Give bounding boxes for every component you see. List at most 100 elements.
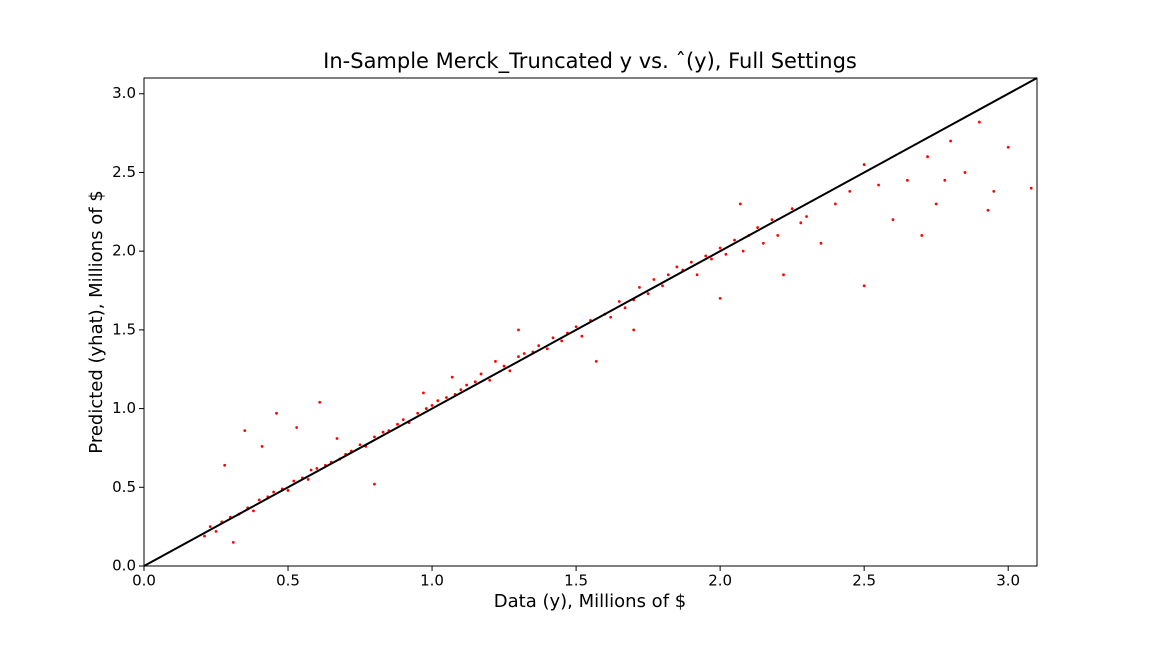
- point: [905, 178, 909, 182]
- point: [517, 328, 520, 332]
- point: [738, 202, 742, 206]
- x-tick-label: 0.0: [132, 572, 156, 590]
- point: [986, 208, 990, 212]
- point: [1006, 145, 1010, 149]
- point: [609, 315, 613, 319]
- point: [776, 234, 780, 237]
- point: [695, 273, 699, 277]
- point: [214, 529, 218, 533]
- point: [724, 252, 728, 256]
- y-tick-label: 2.0: [112, 242, 136, 260]
- point: [522, 352, 526, 355]
- point: [223, 463, 227, 467]
- point: [208, 525, 212, 529]
- point: [272, 490, 276, 494]
- point: [373, 482, 376, 486]
- plot-frame: [143, 77, 1038, 567]
- point: [638, 285, 641, 289]
- point: [306, 478, 310, 481]
- point: [733, 238, 736, 242]
- reference-line: [143, 77, 1038, 567]
- point: [551, 336, 555, 340]
- point: [203, 534, 206, 538]
- y-tick-label: 0.5: [112, 478, 136, 496]
- point: [646, 292, 650, 296]
- point: [623, 306, 627, 310]
- point: [799, 221, 803, 225]
- y-tick-label: 0.0: [112, 557, 136, 575]
- point: [286, 489, 290, 492]
- point: [358, 443, 362, 447]
- point: [560, 339, 564, 343]
- point: [416, 411, 420, 415]
- point: [494, 359, 497, 363]
- point: [819, 241, 823, 245]
- point: [675, 265, 679, 269]
- x-tick-label: 1.5: [564, 572, 588, 590]
- point: [1029, 186, 1033, 190]
- x-tick-label: 2.5: [852, 572, 876, 590]
- point: [231, 540, 235, 544]
- point: [502, 364, 506, 368]
- point: [537, 344, 541, 348]
- point: [508, 369, 512, 373]
- point: [963, 171, 967, 174]
- point: [594, 359, 598, 363]
- point: [445, 396, 448, 399]
- point: [488, 378, 492, 382]
- point: [309, 468, 313, 472]
- y-tick-label: 2.5: [112, 163, 136, 181]
- point: [381, 430, 385, 434]
- x-tick-label: 0.5: [276, 572, 300, 590]
- point: [465, 383, 469, 387]
- point: [401, 418, 405, 421]
- point: [243, 429, 247, 433]
- point: [652, 278, 656, 281]
- point: [479, 372, 483, 376]
- x-tick-label: 3.0: [996, 572, 1020, 590]
- point: [424, 407, 428, 410]
- y-tick-label: 1.5: [112, 320, 136, 338]
- point: [661, 284, 664, 288]
- point: [252, 509, 255, 513]
- point: [926, 155, 929, 159]
- point: [422, 391, 425, 395]
- point: [689, 260, 693, 264]
- point: [877, 183, 880, 187]
- point: [436, 399, 440, 403]
- point: [790, 207, 794, 211]
- point: [718, 296, 722, 300]
- point: [949, 139, 952, 143]
- point: [666, 273, 670, 277]
- point: [315, 467, 319, 470]
- point: [862, 284, 866, 288]
- point: [741, 249, 745, 253]
- point: [782, 273, 785, 277]
- y-axis-label: Predicted (yhat), Millions of $: [86, 190, 107, 453]
- point: [761, 241, 765, 245]
- point: [473, 380, 477, 384]
- point: [459, 388, 463, 392]
- y-tick-label: 1.0: [112, 399, 136, 417]
- point: [920, 234, 924, 237]
- point: [848, 189, 852, 193]
- point: [517, 355, 520, 359]
- point: [756, 226, 759, 229]
- point: [833, 202, 837, 206]
- point: [450, 375, 454, 379]
- point: [934, 202, 938, 206]
- point: [292, 479, 296, 483]
- point: [396, 422, 399, 426]
- x-tick-label: 2.0: [708, 572, 732, 590]
- point: [257, 498, 261, 502]
- point: [617, 300, 621, 303]
- point: [574, 325, 578, 329]
- point: [704, 254, 708, 258]
- chart-title: In-Sample Merck_Truncated y vs. ˆ(y), Fu…: [323, 49, 857, 74]
- x-axis-label: Data (y), Millions of $: [494, 591, 686, 612]
- point: [710, 257, 713, 261]
- point: [318, 400, 322, 404]
- x-tick-label: 1.0: [420, 572, 444, 590]
- point: [977, 120, 981, 124]
